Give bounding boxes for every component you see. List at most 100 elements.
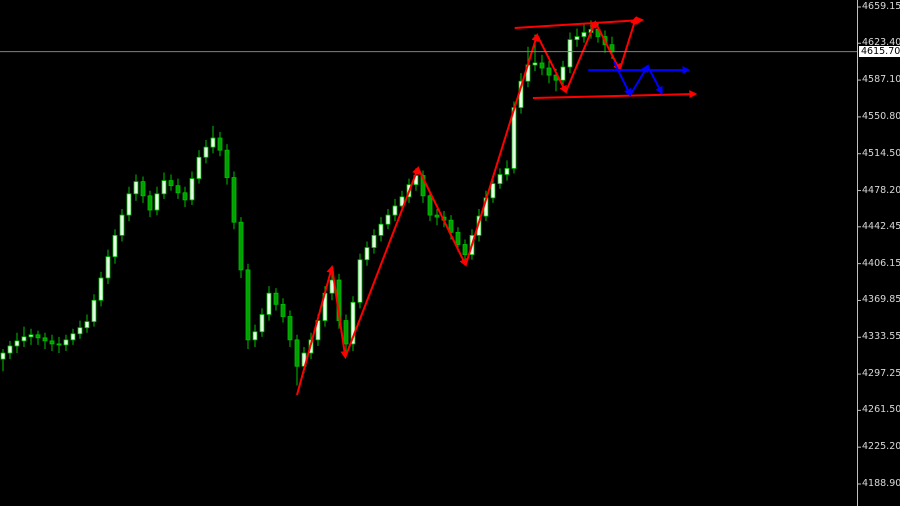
red-zigzag-segment[interactable] (331, 266, 349, 360)
blue-projection-segment[interactable] (629, 64, 649, 96)
lower-channel-line-segment[interactable] (532, 90, 698, 100)
bull-candle-body (567, 39, 573, 68)
blue-projection-segment[interactable] (613, 61, 632, 97)
bull-candle-body (364, 247, 370, 261)
bull-candle-body (133, 181, 139, 195)
bull-candle-body (497, 174, 503, 185)
bear-candle-body (238, 221, 244, 271)
candle (28, 328, 34, 345)
candle (91, 294, 97, 327)
bull-candle-body (119, 214, 125, 236)
candle (350, 296, 356, 352)
bull-candle-body (532, 62, 538, 66)
candle (147, 190, 153, 218)
candle (224, 144, 230, 185)
red-zigzag-segment[interactable] (564, 20, 597, 93)
candle (112, 229, 118, 264)
bear-candle-body (455, 231, 461, 245)
y-tick-label: 4550.80 (862, 110, 900, 122)
bear-candle-body (434, 214, 440, 218)
candle (378, 217, 384, 242)
candle (259, 308, 265, 337)
candle (546, 60, 552, 84)
red-zigzag-segment[interactable] (344, 166, 420, 358)
bear-candle-body (273, 292, 279, 305)
candle (189, 171, 195, 205)
bear-candle-body (182, 192, 188, 201)
bull-candle-body (196, 156, 202, 179)
candle (154, 186, 160, 216)
bull-candle-body (98, 277, 104, 301)
bear-candle-body (294, 339, 300, 367)
upper-channel-line-segment[interactable] (514, 16, 645, 30)
candle (245, 263, 251, 349)
candle (343, 314, 349, 354)
y-tick-label: 4623.40 (862, 37, 900, 49)
candle (434, 209, 440, 226)
candle (497, 168, 503, 189)
bull-candle-body (63, 339, 69, 346)
candle (287, 310, 293, 347)
bear-candle-body (280, 303, 286, 317)
candle (210, 125, 216, 154)
bear-candle-body (56, 343, 62, 346)
candle (231, 171, 237, 230)
bear-candle-body (462, 244, 468, 256)
bull-candle-body (21, 336, 27, 342)
y-tick-label: 4225.20 (862, 441, 900, 453)
red-zigzag-segment[interactable] (594, 21, 621, 72)
candle (392, 198, 398, 222)
bull-candle-body (91, 299, 97, 323)
candle (175, 178, 181, 199)
candle (133, 174, 139, 201)
red-zigzag-segment[interactable] (536, 34, 567, 94)
bull-candle-body (392, 205, 398, 216)
drawings[interactable] (296, 16, 698, 396)
red-zigzag-segment[interactable] (296, 265, 335, 396)
candle (357, 253, 363, 309)
y-tick-label: 4442.45 (862, 220, 900, 232)
bull-candle-body (112, 234, 118, 258)
blue-projection-segment[interactable] (646, 65, 663, 95)
y-tick-label: 4587.10 (862, 74, 900, 86)
bull-candle-body (0, 352, 6, 360)
y-tick-label: 4297.25 (862, 368, 900, 380)
candle (42, 332, 48, 349)
red-zigzag-segment[interactable] (464, 33, 540, 266)
bull-candle-body (252, 331, 258, 341)
bull-candle-body (84, 321, 90, 329)
y-tick-label: 4261.50 (862, 404, 900, 416)
bull-candle-body (126, 193, 132, 216)
candle (21, 326, 27, 347)
candle (77, 320, 83, 339)
candle (140, 176, 146, 203)
candle (581, 24, 587, 43)
bull-candle-body (357, 259, 363, 303)
red-zigzag-segment[interactable] (417, 167, 467, 267)
red-zigzag-segment[interactable] (618, 16, 638, 71)
y-tick-label: 4333.55 (862, 331, 900, 343)
bear-candle-body (35, 334, 41, 339)
candle (14, 332, 20, 354)
bear-candle-body (231, 177, 237, 223)
bull-candle-body (14, 340, 20, 347)
candle (70, 328, 76, 345)
bear-candle-body (175, 185, 181, 194)
candle (196, 150, 202, 184)
bear-candle-body (420, 175, 426, 197)
bull-candle-body (378, 223, 384, 236)
candle (217, 131, 223, 157)
candle (504, 160, 510, 181)
y-tick-label: 4188.90 (862, 478, 900, 489)
bull-candle-body (210, 137, 216, 148)
bear-candle-body (448, 219, 454, 233)
candle (462, 239, 468, 262)
bull-candle-body (399, 196, 405, 207)
bull-candle-body (105, 256, 111, 279)
y-tick-label: 4514.50 (862, 147, 900, 159)
candle (105, 249, 111, 285)
bull-candle-body (70, 333, 76, 341)
bull-candle-body (560, 66, 566, 81)
